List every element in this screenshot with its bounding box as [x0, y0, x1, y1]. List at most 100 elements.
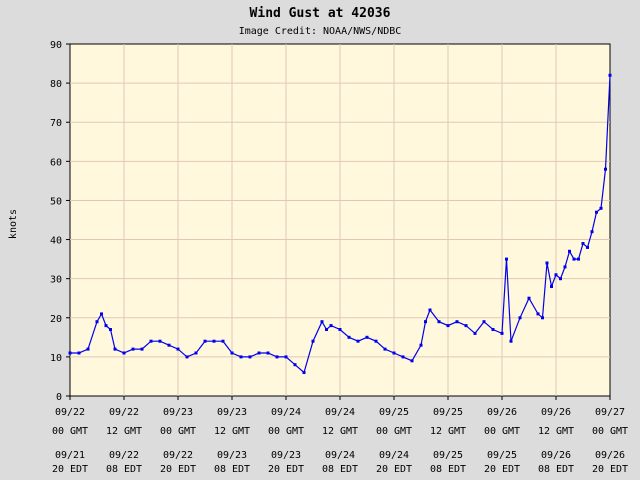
- grid: [70, 44, 610, 396]
- data-point: [586, 245, 589, 249]
- data-point: [401, 355, 405, 359]
- y-tick-label: 40: [50, 236, 62, 247]
- x-tick-label: 12 GMT: [322, 426, 358, 437]
- x-tick-label: 09/22: [55, 407, 85, 418]
- data-point: [500, 331, 504, 335]
- x-tick-label: 00 GMT: [160, 426, 196, 437]
- x-tick-label: 09/21: [55, 450, 85, 461]
- data-point: [392, 351, 396, 355]
- data-point: [568, 249, 571, 253]
- data-point: [464, 324, 468, 328]
- x-tick-label: 12 GMT: [214, 426, 250, 437]
- y-tick-label: 0: [56, 392, 62, 403]
- data-point: [545, 261, 549, 265]
- data-point: [541, 316, 544, 320]
- data-point: [347, 335, 351, 339]
- data-point: [140, 347, 144, 351]
- data-point: [554, 273, 558, 277]
- data-point: [86, 347, 90, 351]
- data-point: [100, 312, 103, 316]
- chart-subtitle: Image Credit: NOAA/NWS/NDBC: [239, 26, 402, 37]
- data-point: [428, 308, 432, 312]
- data-point: [590, 230, 594, 234]
- data-point: [113, 347, 117, 351]
- data-point: [266, 351, 270, 355]
- series-points: [68, 73, 612, 374]
- x-tick-label: 12 GMT: [430, 426, 466, 437]
- x-tick-label: 09/26: [487, 407, 517, 418]
- data-point: [302, 371, 306, 374]
- data-point: [275, 355, 279, 359]
- data-point: [437, 320, 441, 324]
- y-tick-label: 30: [50, 275, 62, 286]
- data-point: [311, 339, 315, 343]
- data-point: [77, 351, 81, 355]
- data-point: [338, 328, 342, 331]
- x-tick-label: 08 EDT: [538, 464, 574, 475]
- x-tick-label: 09/24: [325, 450, 355, 461]
- data-point: [383, 347, 387, 351]
- data-point: [505, 257, 508, 261]
- data-point: [581, 242, 585, 245]
- x-axis: 09/22 00 GMT 09/21 20 EDT 09/22 12 GMT 09/22 08…: [52, 396, 628, 475]
- data-point: [356, 339, 360, 343]
- x-tick-label: 09/23: [217, 450, 247, 461]
- y-axis-label: knots: [8, 209, 19, 239]
- data-point: [608, 73, 612, 77]
- x-tick-label: 09/24: [325, 407, 355, 418]
- data-point: [104, 324, 108, 328]
- x-tick-label: 09/27: [595, 407, 625, 418]
- data-point: [325, 328, 328, 331]
- data-point: [68, 351, 72, 355]
- data-point: [595, 210, 598, 214]
- x-tick-label: 08 EDT: [214, 464, 250, 475]
- data-point: [230, 351, 234, 355]
- data-point: [518, 316, 522, 320]
- data-point: [131, 347, 135, 351]
- data-point: [194, 351, 198, 355]
- x-tick-label: 09/26: [541, 450, 571, 461]
- data-point: [122, 351, 126, 355]
- x-tick-label: 20 EDT: [268, 464, 304, 475]
- data-point: [203, 339, 207, 343]
- x-tick-label: 09/26: [541, 407, 571, 418]
- data-point: [221, 339, 225, 343]
- y-tick-label: 60: [50, 157, 62, 168]
- data-point: [365, 335, 369, 339]
- data-point: [482, 320, 486, 324]
- x-tick-label: 09/22: [109, 407, 139, 418]
- x-tick-label: 09/25: [487, 450, 517, 461]
- x-tick-label: 20 EDT: [160, 464, 196, 475]
- data-point: [473, 331, 477, 335]
- data-point: [446, 324, 450, 328]
- data-point: [320, 320, 324, 324]
- y-tick-label: 90: [50, 40, 62, 51]
- data-point: [572, 257, 576, 261]
- data-point: [158, 339, 162, 343]
- data-point: [455, 320, 459, 324]
- data-point: [509, 339, 513, 343]
- x-tick-label: 00 GMT: [376, 426, 412, 437]
- y-tick-label: 50: [50, 196, 62, 207]
- data-point: [329, 324, 333, 328]
- data-point: [550, 285, 553, 288]
- data-point: [374, 339, 378, 343]
- x-tick-label: 09/22: [163, 450, 193, 461]
- data-point: [257, 351, 261, 355]
- data-point: [559, 277, 562, 281]
- x-tick-label: 20 EDT: [376, 464, 412, 475]
- x-tick-label: 12 GMT: [538, 426, 574, 437]
- x-tick-label: 20 EDT: [52, 464, 88, 475]
- y-tick-label: 70: [50, 118, 62, 129]
- x-tick-label: 09/22: [109, 450, 139, 461]
- x-tick-label: 08 EDT: [322, 464, 358, 475]
- data-point: [577, 257, 580, 261]
- data-point: [212, 339, 216, 343]
- x-tick-label: 20 EDT: [484, 464, 520, 475]
- x-tick-label: 09/25: [379, 407, 409, 418]
- data-point: [248, 355, 252, 359]
- data-point: [424, 320, 427, 324]
- data-point: [410, 359, 414, 363]
- data-point: [284, 355, 288, 359]
- chart-title: Wind Gust at 42036: [250, 6, 391, 21]
